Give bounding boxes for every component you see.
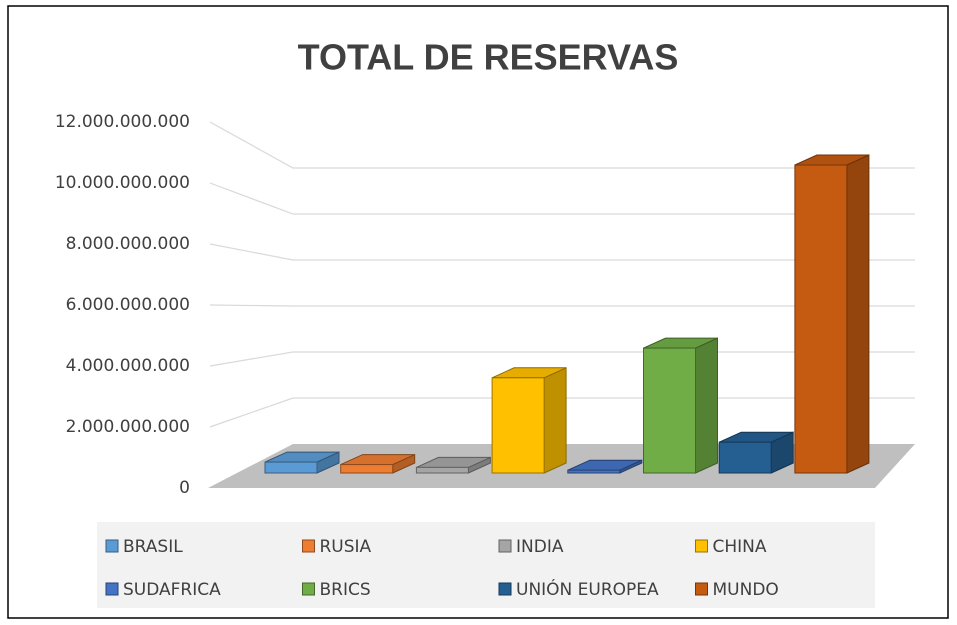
bar-front	[643, 347, 696, 474]
legend-swatch	[302, 539, 315, 553]
legend-swatch	[105, 582, 119, 596]
y-tick-label: 2.000.000.000	[66, 417, 190, 437]
grid-line	[209, 304, 915, 307]
legend-label: RUSIA	[320, 537, 372, 557]
bar-front	[340, 464, 394, 474]
legend-box	[97, 522, 875, 608]
y-tick-label: 0	[179, 478, 190, 498]
legend-label: SUDAFRICA	[123, 580, 221, 600]
bar	[794, 154, 870, 474]
legend-label: BRASIL	[123, 537, 183, 557]
grid-line	[209, 121, 915, 169]
legend-label: UNIÓN EUROPEA	[516, 578, 659, 600]
legend-swatch	[498, 539, 512, 553]
bar-front	[415, 466, 469, 474]
chart-frame	[7, 5, 949, 619]
legend-label: INDIA	[516, 537, 564, 557]
legend-swatch	[498, 582, 512, 596]
bar	[415, 456, 491, 474]
legend-swatch	[695, 539, 708, 553]
y-tick-label: 12.000.000.000	[55, 112, 190, 132]
bar	[340, 453, 416, 474]
y-tick-label: 4.000.000.000	[66, 356, 190, 376]
bar	[718, 431, 794, 474]
grid-line	[209, 182, 915, 215]
chart-title: TOTAL DE RESERVAS	[298, 37, 679, 78]
legend-label: CHINA	[713, 537, 767, 557]
legend-swatch	[302, 582, 315, 596]
bar-side	[543, 367, 567, 474]
legend-label: BRICS	[320, 580, 371, 600]
bar	[264, 451, 340, 474]
bar	[567, 459, 643, 474]
bar-side	[846, 154, 870, 474]
bar	[491, 367, 567, 474]
legend-swatch	[105, 539, 119, 553]
bar-front	[567, 469, 621, 474]
legend-swatch	[695, 582, 708, 596]
bar	[643, 337, 718, 474]
bar-front	[718, 441, 772, 474]
bar-side	[695, 337, 718, 474]
y-tick-label: 8.000.000.000	[66, 234, 190, 254]
bar-front	[264, 461, 318, 474]
bar-front	[491, 377, 545, 474]
y-tick-label: 6.000.000.000	[66, 295, 190, 315]
legend-label: MUNDO	[713, 580, 779, 600]
grid-line	[209, 243, 915, 261]
bar-front	[794, 164, 848, 474]
y-tick-label: 10.000.000.000	[55, 173, 190, 193]
